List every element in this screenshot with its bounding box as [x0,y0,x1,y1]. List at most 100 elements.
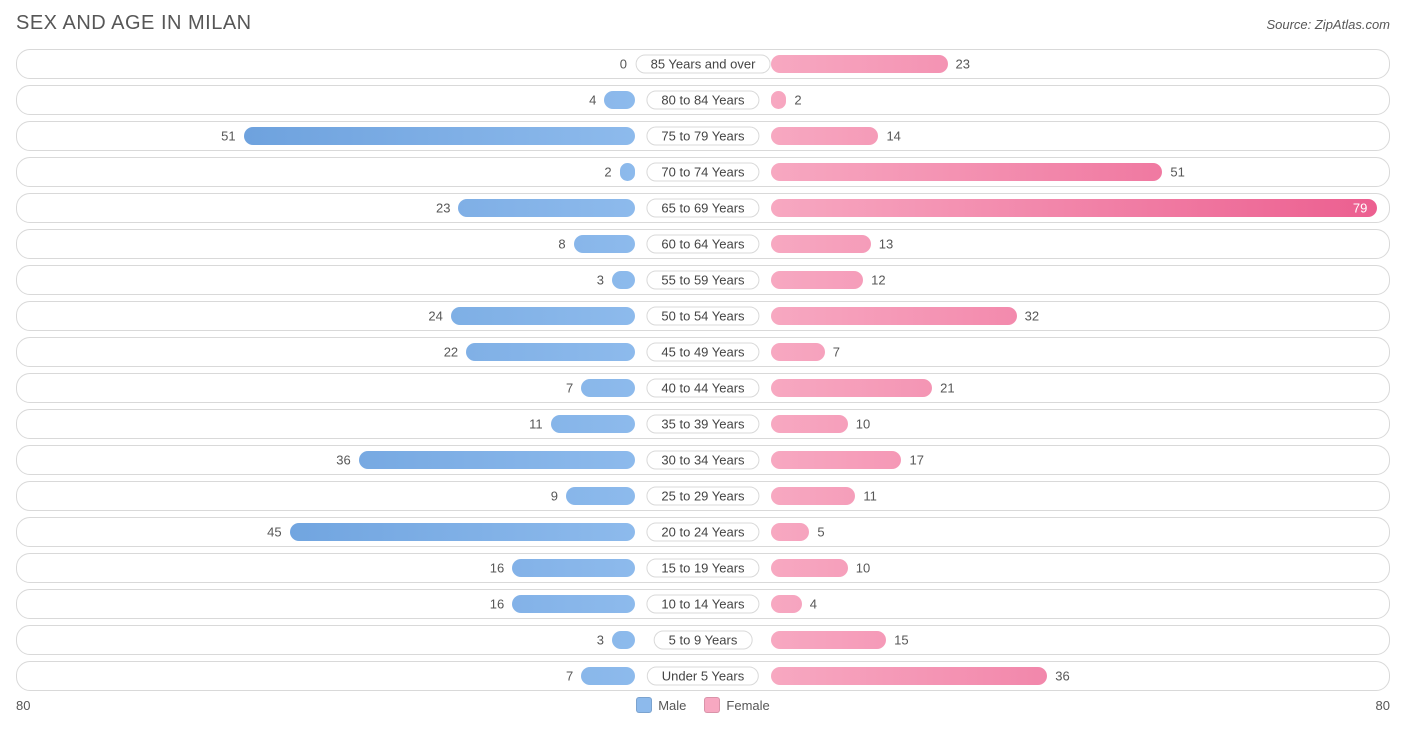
age-group-label: 50 to 54 Years [646,307,759,326]
female-bar [771,451,901,469]
female-value: 17 [909,453,923,468]
age-group-label: 15 to 19 Years [646,559,759,578]
pyramid-row: 0 23 85 Years and over [16,49,1390,79]
female-value: 79 [1353,201,1367,216]
chart-source: Source: ZipAtlas.com [1266,17,1390,32]
age-group-label: 30 to 34 Years [646,451,759,470]
pyramid-row: 8 13 60 to 64 Years [16,229,1390,259]
male-value: 45 [267,525,281,540]
male-bar [451,307,635,325]
male-value: 11 [529,417,543,432]
pyramid-row: 243250 to 54 Years [16,301,1390,331]
age-group-label: 55 to 59 Years [646,271,759,290]
male-bar [612,631,635,649]
female-value: 23 [956,57,970,72]
female-value: 32 [1025,309,1039,324]
male-bar [512,595,635,613]
male-bar [244,127,635,145]
male-value: 8 [558,237,565,252]
pyramid-row: 7 21 40 to 44 Years [16,373,1390,403]
female-bar [771,91,786,109]
female-bar [771,559,848,577]
female-bar [771,127,878,145]
pyramid-row: 31255 to 59 Years [16,265,1390,295]
age-group-label: 10 to 14 Years [646,595,759,614]
male-value: 0 [620,57,627,72]
male-value: 7 [566,669,573,684]
male-bar [620,163,635,181]
female-value: 5 [817,525,824,540]
female-value: 11 [863,489,877,504]
male-bar [574,235,635,253]
male-bar [612,271,635,289]
age-group-label: 60 to 64 Years [646,235,759,254]
pyramid-row: 36 17 30 to 34 Years [16,445,1390,475]
male-value: 7 [566,381,573,396]
female-bar [771,55,948,73]
female-value: 10 [856,561,870,576]
female-value: 4 [810,597,817,612]
male-bar [581,379,635,397]
female-bar [771,523,809,541]
legend-female-label: Female [726,698,769,713]
male-bar [566,487,635,505]
chart-header: SEX AND AGE IN MILAN Source: ZipAtlas.co… [16,12,1390,35]
female-bar [771,343,825,361]
male-value: 16 [490,561,504,576]
age-group-label: 25 to 29 Years [646,487,759,506]
female-swatch-icon [704,697,720,713]
pyramid-row: 2 51 70 to 74 Years [16,157,1390,187]
male-bar [581,667,635,685]
population-pyramid-chart: 02385 Years and over4280 to 84 Years5114… [16,49,1390,691]
age-group-label: 40 to 44 Years [646,379,759,398]
male-bar [466,343,635,361]
axis-max-left: 80 [16,698,30,713]
male-value: 3 [597,633,604,648]
male-value: 23 [436,201,450,216]
age-group-label: 70 to 74 Years [646,163,759,182]
female-value: 14 [886,129,900,144]
female-bar [771,595,802,613]
chart-title: SEX AND AGE IN MILAN [16,12,252,35]
female-value: 13 [879,237,893,252]
male-bar [359,451,635,469]
female-bar [771,271,863,289]
pyramid-row: 16 10 15 to 19 Years [16,553,1390,583]
female-bar [771,415,848,433]
age-group-label: 35 to 39 Years [646,415,759,434]
female-bar [771,379,932,397]
female-bar [771,631,886,649]
male-value: 4 [589,93,596,108]
age-group-label: 75 to 79 Years [646,127,759,146]
male-bar [551,415,635,433]
male-bar [290,523,635,541]
female-value: 7 [833,345,840,360]
age-group-label: 85 Years and over [636,55,771,74]
pyramid-row: 4280 to 84 Years [16,85,1390,115]
male-bar [512,559,635,577]
female-value: 51 [1170,165,1184,180]
male-value: 3 [597,273,604,288]
male-swatch-icon [636,697,652,713]
female-bar [771,487,855,505]
female-bar [771,199,1377,217]
male-value: 36 [336,453,350,468]
legend-item-male: Male [636,697,686,713]
female-value: 21 [940,381,954,396]
pyramid-row: 111035 to 39 Years [16,409,1390,439]
pyramid-row: 9 11 25 to 29 Years [16,481,1390,511]
axis-max-right: 80 [1376,698,1390,713]
male-value: 9 [551,489,558,504]
male-bar [458,199,635,217]
female-bar [771,235,871,253]
female-value: 36 [1055,669,1069,684]
pyramid-row: 237965 to 69 Years [16,193,1390,223]
legend-male-label: Male [658,698,686,713]
pyramid-row: 736Under 5 Years [16,661,1390,691]
age-group-label: 5 to 9 Years [654,631,753,650]
male-value: 2 [604,165,611,180]
pyramid-row: 22745 to 49 Years [16,337,1390,367]
age-group-label: 45 to 49 Years [646,343,759,362]
female-value: 2 [794,93,801,108]
pyramid-row: 16410 to 14 Years [16,589,1390,619]
